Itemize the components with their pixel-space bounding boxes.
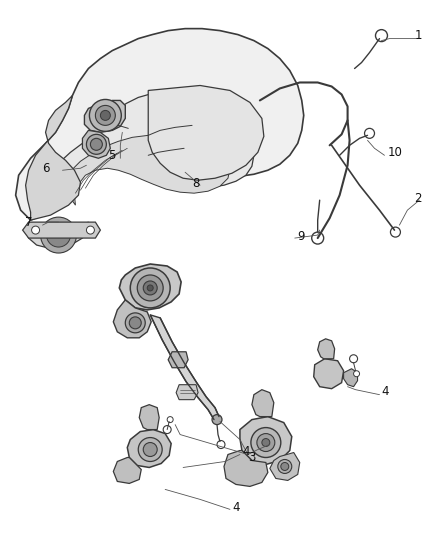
Circle shape <box>41 217 77 253</box>
Polygon shape <box>139 405 159 430</box>
Circle shape <box>130 268 170 308</box>
Polygon shape <box>270 453 300 480</box>
Circle shape <box>95 106 115 125</box>
Text: 4: 4 <box>242 445 249 458</box>
Text: 4: 4 <box>232 501 240 514</box>
Circle shape <box>353 371 360 377</box>
Circle shape <box>390 227 400 237</box>
Circle shape <box>143 442 157 456</box>
Text: 1: 1 <box>414 29 422 42</box>
Polygon shape <box>25 222 88 248</box>
Circle shape <box>143 281 157 295</box>
Text: 6: 6 <box>42 161 50 175</box>
Polygon shape <box>25 95 81 220</box>
Circle shape <box>129 317 141 329</box>
Polygon shape <box>224 450 268 487</box>
Circle shape <box>89 100 121 131</box>
Text: 4: 4 <box>381 385 389 398</box>
Circle shape <box>167 417 173 423</box>
Circle shape <box>262 439 270 447</box>
Polygon shape <box>252 390 274 417</box>
Text: 9: 9 <box>298 230 305 243</box>
Circle shape <box>138 438 162 462</box>
Circle shape <box>251 427 281 457</box>
Text: 5: 5 <box>108 149 116 162</box>
Polygon shape <box>343 369 357 386</box>
Polygon shape <box>85 100 125 132</box>
Polygon shape <box>113 457 141 483</box>
Polygon shape <box>314 359 343 389</box>
Polygon shape <box>46 92 254 210</box>
Circle shape <box>278 459 292 473</box>
Polygon shape <box>150 315 219 419</box>
Circle shape <box>125 313 145 333</box>
Circle shape <box>86 226 95 234</box>
Polygon shape <box>82 131 110 158</box>
Circle shape <box>212 415 222 425</box>
Polygon shape <box>16 29 304 220</box>
Circle shape <box>137 275 163 301</box>
Circle shape <box>364 128 374 139</box>
Circle shape <box>100 110 110 120</box>
Polygon shape <box>168 352 188 368</box>
Polygon shape <box>113 300 151 338</box>
Text: 2: 2 <box>414 192 422 205</box>
Text: 7: 7 <box>25 216 32 229</box>
Text: 3: 3 <box>248 451 255 464</box>
Circle shape <box>217 441 225 449</box>
Polygon shape <box>127 430 171 467</box>
Circle shape <box>32 226 39 234</box>
Polygon shape <box>119 264 181 310</box>
Polygon shape <box>240 417 292 464</box>
Circle shape <box>86 134 106 154</box>
Circle shape <box>281 463 289 471</box>
Circle shape <box>163 425 171 433</box>
Polygon shape <box>176 385 198 400</box>
Polygon shape <box>148 85 264 180</box>
Polygon shape <box>318 339 335 359</box>
Circle shape <box>257 433 275 451</box>
Circle shape <box>46 223 71 247</box>
Polygon shape <box>23 222 100 238</box>
Circle shape <box>90 139 102 150</box>
Circle shape <box>147 285 153 291</box>
Text: 8: 8 <box>192 177 199 190</box>
Circle shape <box>375 30 388 42</box>
Circle shape <box>350 355 357 363</box>
Polygon shape <box>67 134 230 205</box>
Text: 10: 10 <box>388 146 403 159</box>
Circle shape <box>312 232 324 244</box>
